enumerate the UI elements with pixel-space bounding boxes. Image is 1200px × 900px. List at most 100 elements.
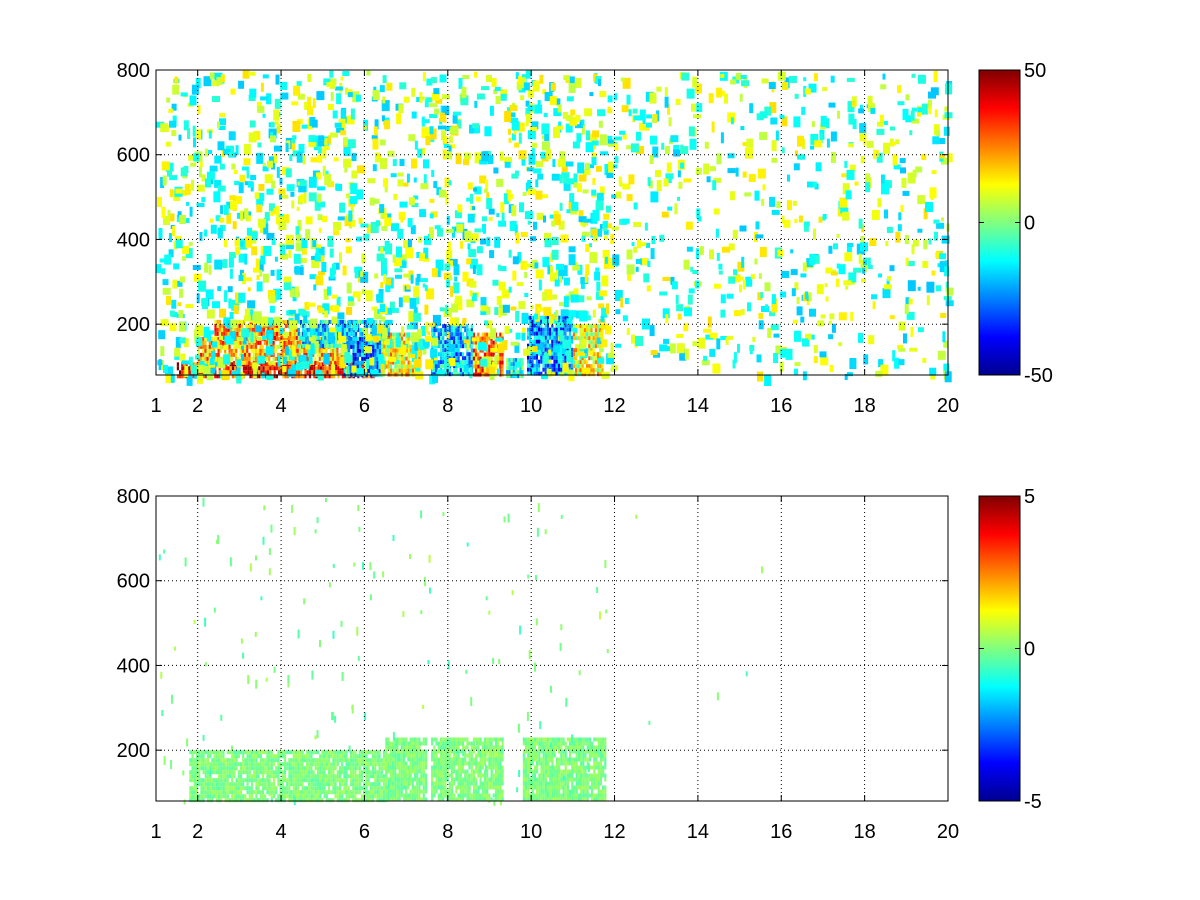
- heatmap-cell: [289, 288, 295, 298]
- heatmap-cell: [381, 340, 384, 345]
- heatmap-cell: [198, 778, 201, 783]
- heatmap-cell: [294, 266, 302, 273]
- heatmap-cell: [202, 758, 205, 763]
- heatmap-cell: [250, 331, 254, 343]
- heatmap-cell: [338, 332, 341, 339]
- heatmap-cell: [549, 343, 552, 348]
- heatmap-cell: [437, 360, 440, 365]
- heatmap-cell: [585, 244, 590, 252]
- heatmap-cell: [555, 335, 558, 340]
- heatmap-cell: [411, 87, 416, 97]
- heatmap-cell: [234, 181, 240, 185]
- heatmap-cell: [198, 766, 201, 771]
- heatmap-cell: [499, 356, 502, 361]
- heatmap-cell: [447, 275, 453, 281]
- heatmap-cell: [459, 352, 462, 357]
- heatmap-cell: [429, 213, 434, 219]
- heatmap-cell: [214, 374, 217, 379]
- heatmap-cell: [226, 790, 229, 795]
- heatmap-cell: [368, 374, 371, 379]
- heatmap-cell: [274, 256, 278, 262]
- heatmap-cell: [286, 370, 289, 375]
- heatmap-cell: [486, 336, 489, 341]
- heatmap-cell: [381, 348, 384, 353]
- heatmap-cell: [321, 335, 325, 340]
- heatmap-cell: [740, 75, 747, 79]
- heatmap-cell: [562, 319, 565, 324]
- heatmap-cell: [165, 141, 171, 147]
- heatmap-cell: [592, 372, 595, 377]
- heatmap-cell: [195, 774, 199, 779]
- heatmap-cell: [407, 336, 410, 341]
- heatmap-cell: [466, 324, 469, 329]
- heatmap-cell: [539, 74, 544, 84]
- heatmap-cell: [331, 294, 338, 299]
- heatmap-cell: [583, 356, 586, 361]
- heatmap-cell: [259, 193, 265, 201]
- heatmap-cell: [273, 327, 276, 332]
- heatmap-cell: [298, 185, 307, 193]
- heatmap-cell: [582, 222, 586, 228]
- heatmap-cell: [252, 367, 257, 378]
- heatmap-cell: [575, 324, 578, 329]
- heatmap-cell: [282, 356, 287, 365]
- heatmap-cell: [238, 331, 241, 336]
- heatmap-cell: [306, 331, 309, 336]
- heatmap-cell: [221, 340, 225, 345]
- heatmap-cell: [739, 225, 747, 232]
- heatmap-cell: [549, 96, 557, 106]
- heatmap-cell: [389, 368, 393, 373]
- y-tick-label: 400: [117, 229, 150, 251]
- heatmap-cell: [322, 303, 330, 315]
- heatmap-cell: [273, 331, 276, 336]
- heatmap-cell: [551, 237, 559, 245]
- heatmap-cell: [599, 186, 605, 195]
- heatmap-cell: [455, 348, 458, 353]
- heatmap-cell: [813, 356, 818, 364]
- heatmap-cell: [387, 352, 390, 357]
- heatmap-cell: [595, 200, 604, 211]
- heatmap-cell: [229, 331, 236, 341]
- heatmap-cell: [820, 115, 827, 127]
- heatmap-cell: [676, 334, 684, 338]
- heatmap-cell: [568, 310, 576, 318]
- heatmap-cell: [568, 200, 574, 212]
- heatmap-cell: [283, 340, 286, 345]
- heatmap-cell: [304, 327, 307, 332]
- heatmap-cell: [542, 257, 550, 268]
- heatmap-cell: [486, 198, 493, 209]
- heatmap-cell: [193, 273, 202, 282]
- heatmap-cell: [510, 117, 519, 123]
- heatmap-cell: [929, 187, 937, 199]
- heatmap-cell: [483, 352, 486, 357]
- heatmap-cell: [420, 183, 429, 190]
- heatmap-cell: [499, 340, 502, 345]
- heatmap-cell: [441, 130, 447, 141]
- heatmap-cell: [337, 312, 345, 320]
- heatmap-cell: [403, 368, 406, 373]
- heatmap-cell: [324, 323, 327, 328]
- heatmap-cell: [494, 236, 501, 248]
- heatmap-cell: [609, 164, 618, 169]
- heatmap-cell: [399, 201, 408, 208]
- heatmap-cell: [206, 754, 210, 759]
- heatmap-cell: [206, 356, 209, 361]
- heatmap-cell: [597, 357, 605, 364]
- heatmap-cell: [236, 196, 243, 204]
- heatmap-cell: [813, 254, 820, 264]
- heatmap-cell: [376, 348, 379, 353]
- heatmap-cell: [350, 368, 353, 373]
- heatmap-cell: [893, 164, 901, 170]
- heatmap-cell: [224, 239, 227, 248]
- heatmap-cell: [340, 76, 344, 81]
- heatmap-cell: [474, 228, 482, 233]
- heatmap-cell: [612, 254, 620, 266]
- heatmap-cell: [250, 766, 254, 771]
- heatmap-cell: [568, 327, 571, 332]
- heatmap-cell: [565, 123, 573, 133]
- heatmap-cell: [820, 216, 826, 221]
- heatmap-cell: [571, 327, 574, 332]
- heatmap-cell: [464, 360, 467, 365]
- heatmap-cell: [336, 93, 342, 105]
- heatmap-cell: [511, 173, 519, 179]
